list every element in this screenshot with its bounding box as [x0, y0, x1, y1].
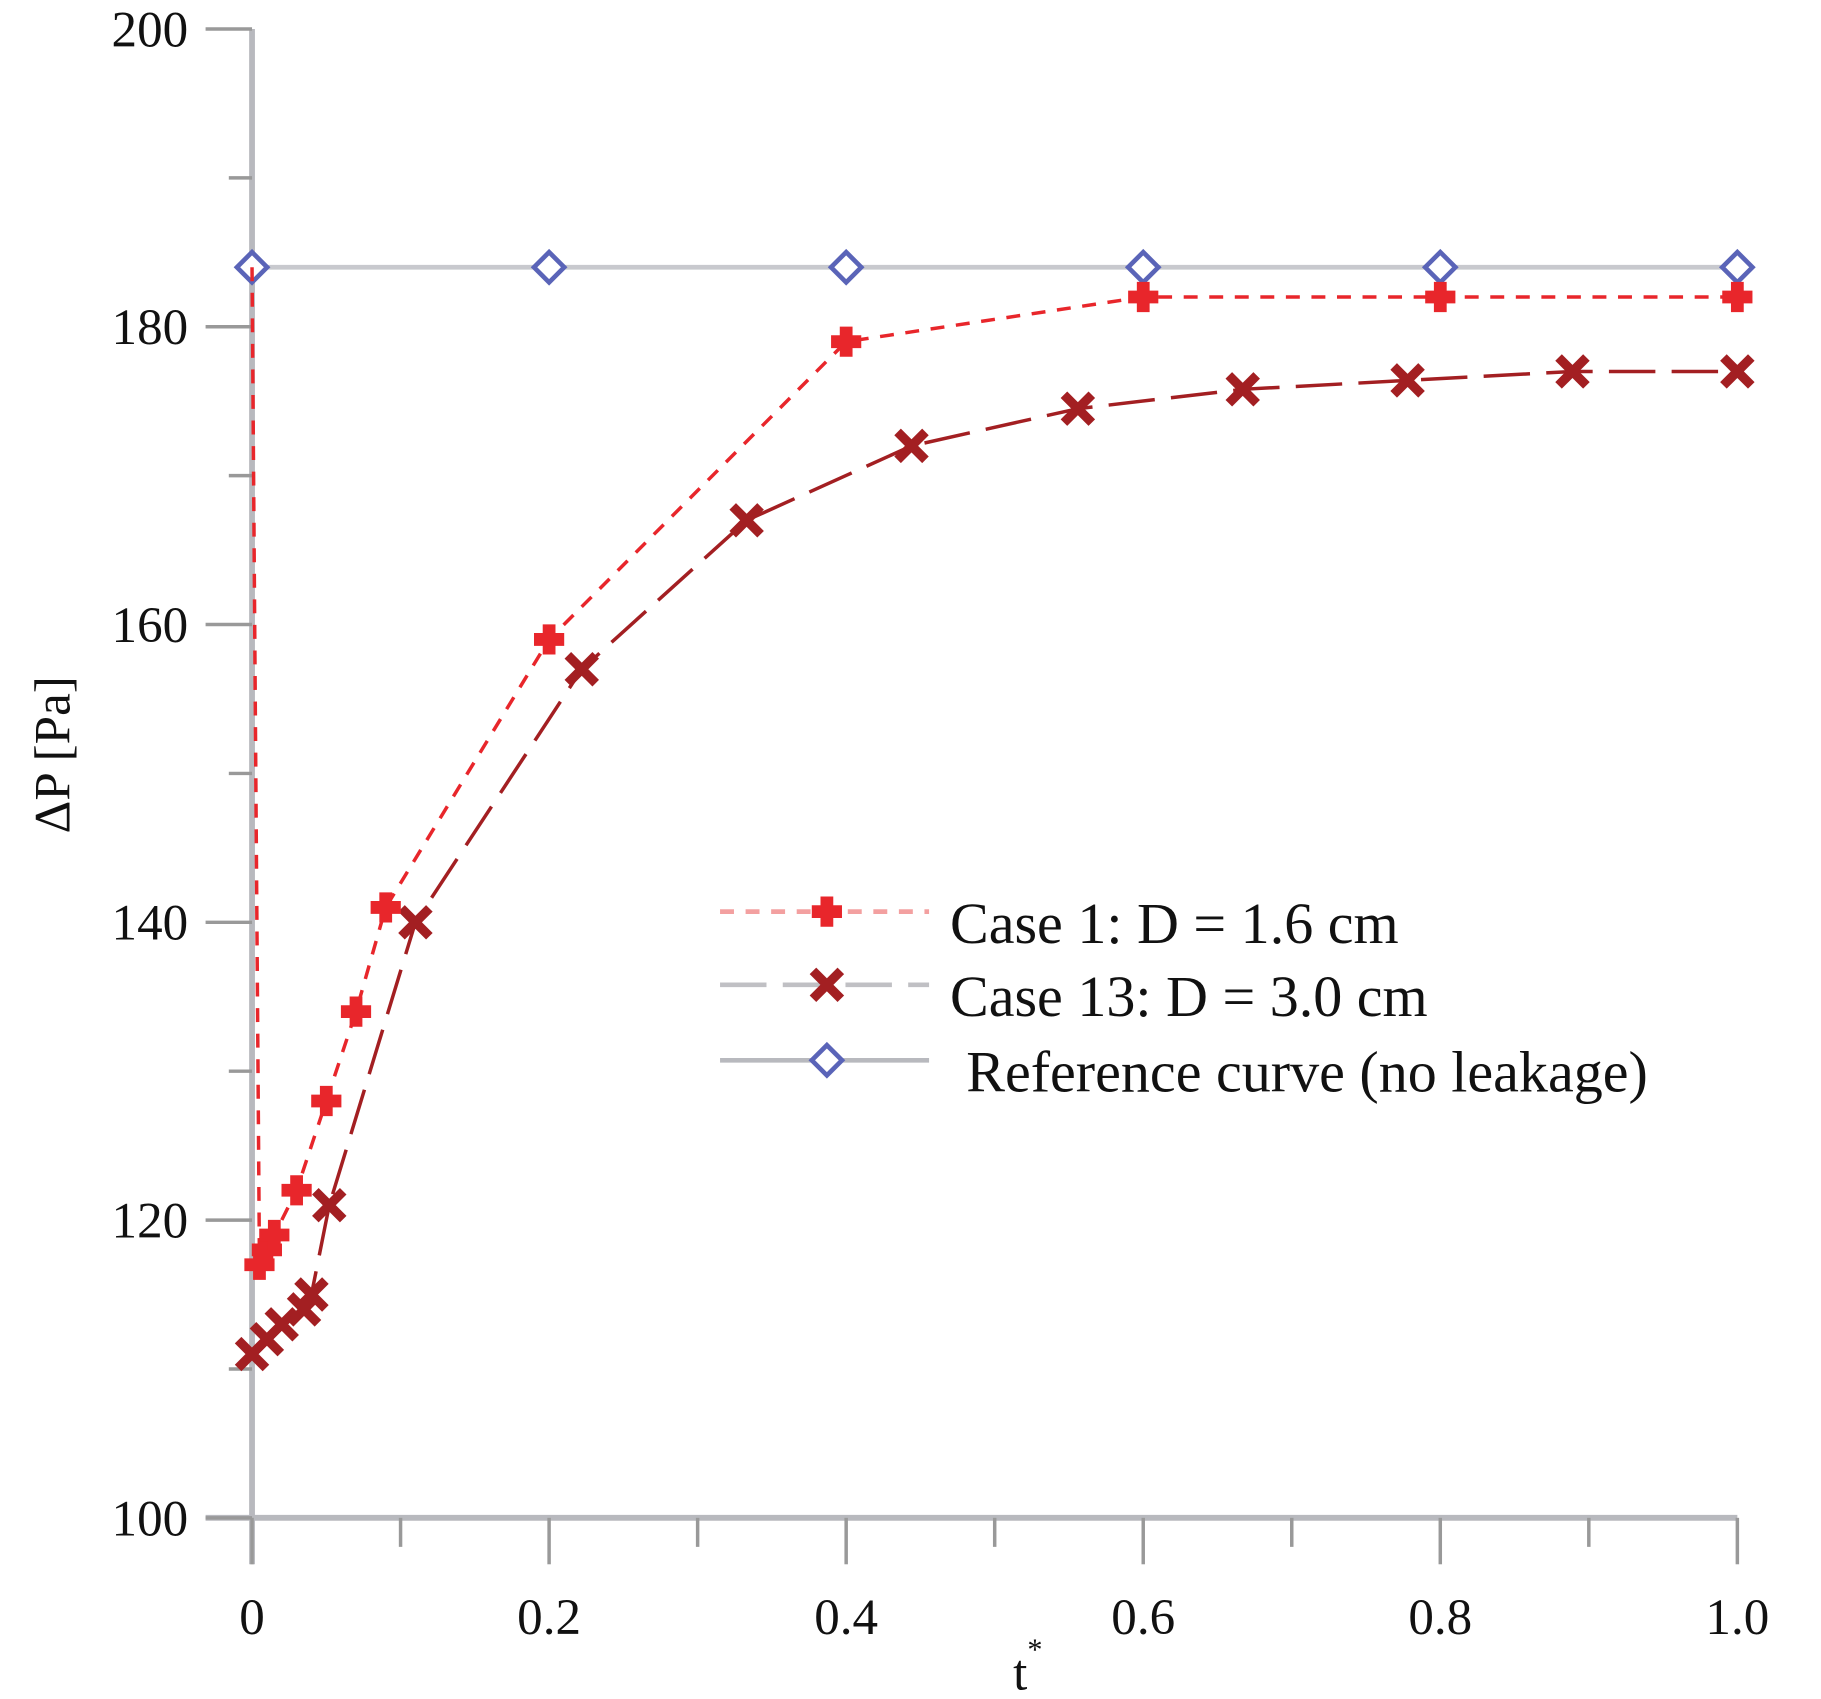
plus-marker-shape — [811, 896, 842, 927]
x-marker — [809, 967, 845, 1003]
legend-label: Case 13: D = 3.0 cm — [950, 964, 1428, 1029]
x-marker-shape — [1225, 372, 1260, 407]
x-tick-label: 0.6 — [1111, 1589, 1175, 1646]
y-tick-label: 160 — [112, 597, 189, 654]
series-plus — [244, 267, 1753, 1280]
plus-marker-shape — [831, 326, 862, 357]
series-x — [234, 354, 1755, 1372]
x-marker-shape — [1060, 391, 1096, 426]
x-marker — [729, 503, 764, 538]
x-marker-shape — [1555, 354, 1590, 389]
plus-marker-shape — [370, 892, 401, 923]
plus-marker — [1425, 281, 1456, 313]
plus-marker — [281, 1175, 312, 1206]
x-marker-shape — [294, 1277, 329, 1312]
axes: 0 0.2 0.4 0.6 0.8 1.0 100 120 140 160 180 200 — [112, 1, 1770, 1646]
x-tick-label: 0 — [239, 1589, 265, 1646]
plus-marker-shape — [281, 1175, 312, 1206]
x-marker — [1390, 363, 1425, 398]
x-tick-label: 0.8 — [1408, 1589, 1472, 1646]
diamond-marker — [1124, 248, 1162, 286]
x-marker-shape — [894, 428, 929, 464]
x-marker — [398, 905, 433, 940]
legend-item: Reference curve (no leakage) — [720, 1040, 1648, 1105]
series-line — [250, 267, 1738, 1266]
x-marker — [264, 1307, 299, 1342]
y-tick-label: 120 — [112, 1192, 189, 1249]
diamond-marker — [808, 1041, 846, 1079]
y-tick-label: 200 — [112, 1, 189, 58]
x-marker-shape — [264, 1307, 299, 1342]
plus-marker — [811, 896, 842, 927]
y-tick-label: 140 — [112, 895, 189, 952]
x-marker-shape — [1390, 363, 1425, 398]
plus-marker — [1722, 281, 1753, 313]
series-diamond — [233, 248, 1756, 286]
legend: Case 1: D = 1.6 cm Case 13: D = 3.0 cm Ref… — [720, 891, 1648, 1105]
x-marker-shape — [398, 905, 433, 940]
plus-marker-shape — [1128, 281, 1159, 313]
legend-label: Reference curve (no leakage) — [966, 1040, 1648, 1105]
x-marker-shape — [564, 651, 599, 687]
x-marker — [1720, 354, 1755, 389]
y-tick-label: 100 — [112, 1490, 189, 1547]
y-tick-label: 180 — [112, 299, 189, 356]
diamond-marker — [1718, 248, 1756, 286]
legend-label: Case 1: D = 1.6 cm — [950, 891, 1399, 956]
x-tick-label: 0.2 — [517, 1589, 581, 1646]
plus-marker-shape — [534, 624, 565, 655]
legend-item: Case 1: D = 1.6 cm — [720, 891, 1399, 956]
plus-marker — [534, 624, 565, 655]
x-tick-label: 1.0 — [1705, 1589, 1769, 1646]
series-line — [250, 369, 1738, 1356]
diamond-marker — [530, 248, 568, 286]
plus-marker — [259, 1219, 290, 1251]
series-layer — [233, 248, 1756, 1372]
plus-marker — [831, 326, 862, 357]
plus-marker — [340, 996, 372, 1027]
x-marker-shape — [729, 503, 764, 538]
x-marker — [294, 1277, 329, 1312]
x-marker — [1225, 372, 1260, 407]
x-marker — [312, 1187, 347, 1223]
plus-marker — [1128, 281, 1159, 313]
diamond-marker — [827, 248, 865, 286]
plus-marker — [311, 1085, 342, 1117]
diamond-marker — [1421, 248, 1459, 286]
plus-marker-shape — [1425, 281, 1456, 313]
x-marker-shape — [809, 967, 845, 1003]
legend-item: Case 13: D = 3.0 cm — [720, 964, 1428, 1029]
plus-marker-shape — [311, 1085, 342, 1117]
x-marker — [1555, 354, 1590, 389]
plus-marker-shape — [259, 1219, 290, 1251]
x-marker-shape — [312, 1187, 347, 1223]
x-marker — [1060, 391, 1096, 426]
x-tick-label: 0.4 — [814, 1589, 878, 1646]
x-axis-label: t* — [1013, 1633, 1042, 1699]
plus-marker-shape — [1722, 281, 1753, 313]
plus-marker — [370, 892, 401, 923]
x-marker — [894, 428, 929, 464]
plus-marker-shape — [340, 996, 372, 1027]
x-marker-shape — [1720, 354, 1755, 389]
y-axis-label: ΔP [Pa] — [25, 676, 82, 833]
x-marker — [564, 651, 599, 687]
